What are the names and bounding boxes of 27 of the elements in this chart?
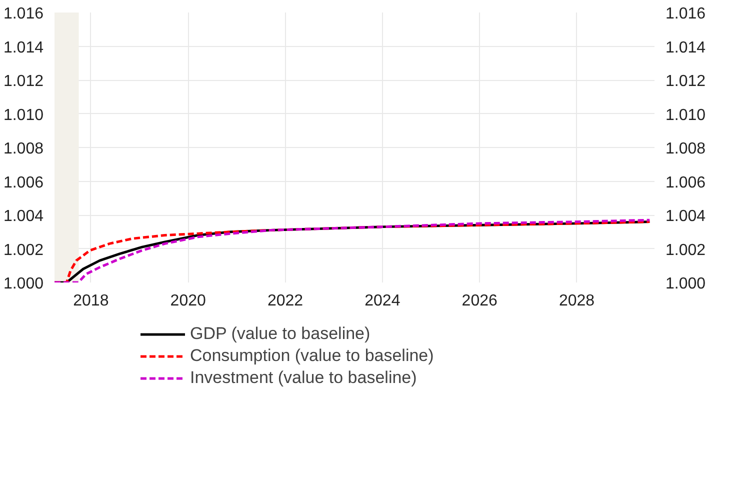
y2-tick-label: 1.016 [666, 6, 706, 22]
y2-tick-label: 1.006 [666, 174, 706, 192]
legend-label: GDP (value to baseline) [190, 324, 370, 344]
y-tick-label: 1.010 [3, 106, 44, 124]
x-tick-label: 2024 [364, 292, 400, 310]
y2-tick-label: 1.012 [666, 73, 706, 90]
y-tick-label: 1.000 [3, 276, 44, 292]
y-tick-label: 1.014 [3, 39, 44, 56]
y2-tick-label: 1.004 [666, 208, 706, 225]
y2-tick-label: 1.002 [666, 242, 706, 259]
legend-label: Consumption (value to baseline) [190, 346, 434, 366]
y-tick-label: 1.008 [3, 140, 44, 158]
y2-tick-label: 1.000 [666, 276, 706, 292]
x-tick-label: 2026 [462, 292, 498, 310]
y-tick-label: 1.012 [3, 73, 44, 90]
y-tick-label: 1.006 [3, 174, 44, 192]
x-tick-label: 2018 [73, 292, 109, 310]
y2-tick-label: 1.010 [666, 106, 706, 124]
y-tick-label: 1.016 [3, 6, 44, 22]
x-tick-label: 2028 [558, 292, 595, 310]
y2-tick-label: 1.014 [666, 39, 706, 56]
legend-label: Investment (value to baseline) [190, 368, 417, 388]
y-tick-label: 1.004 [3, 208, 44, 225]
x-tick-label: 2020 [170, 292, 206, 310]
x-tick-label: 2022 [267, 292, 304, 310]
y-tick-label: 1.002 [3, 242, 44, 259]
y2-tick-label: 1.008 [666, 140, 706, 158]
